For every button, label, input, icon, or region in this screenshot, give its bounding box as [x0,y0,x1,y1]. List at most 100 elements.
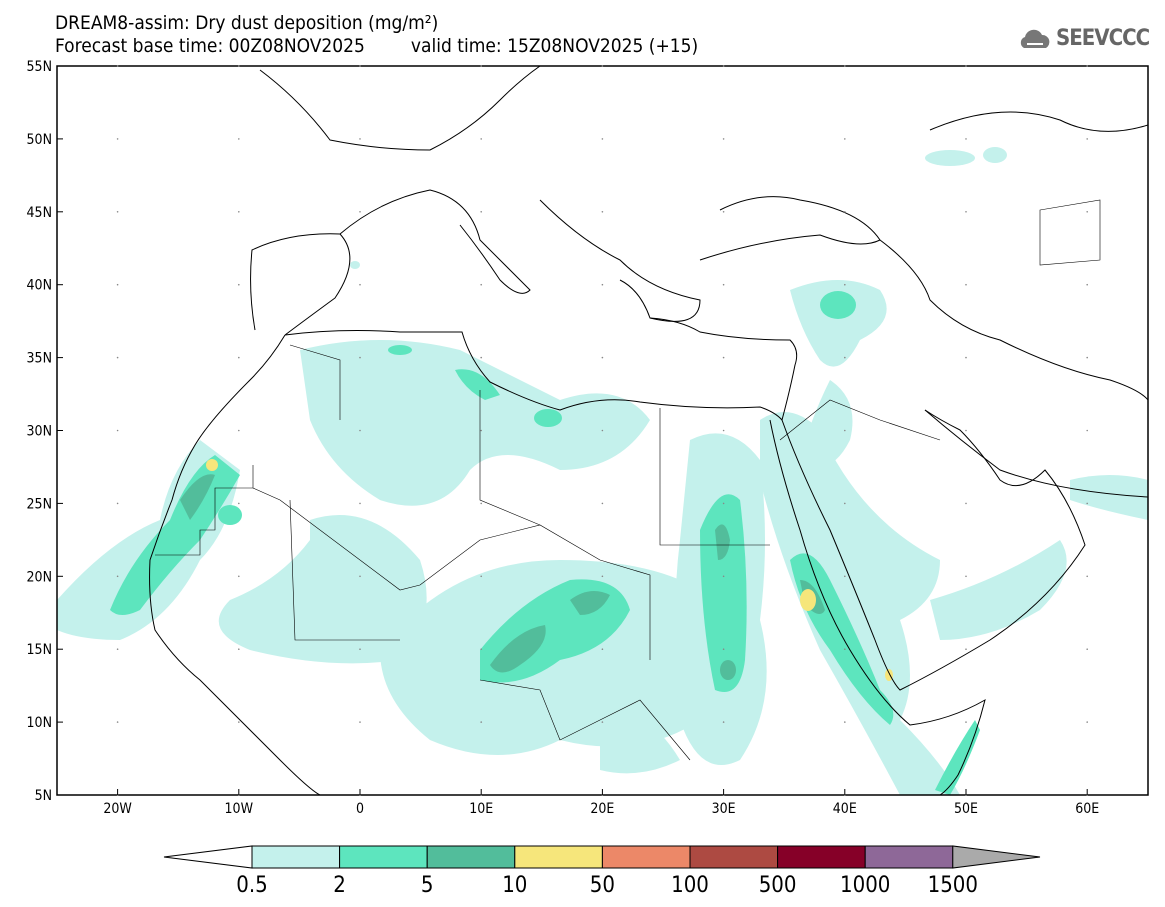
grid-dot [965,502,967,505]
grid-dot [116,502,119,505]
grid-dot [965,138,967,140]
grid-dot [359,429,361,432]
colorbar-over-arrow [952,845,1041,869]
grid-dot [480,138,483,140]
grid-dot [238,429,240,432]
grid-dot [601,502,604,505]
grid-dot [238,575,240,578]
grid-dot [480,575,483,578]
grid-dot [601,211,604,213]
grid-dot [359,502,361,505]
grid-dot [965,283,967,286]
colorbar-label: 1500 [928,873,978,898]
lon-label: 50E [954,801,978,817]
colorbar-label: 1000 [840,873,890,898]
grid-dot [1086,211,1088,213]
grid-dot [480,502,483,505]
grid-dot [359,575,361,578]
lat-label: 5N [35,788,52,804]
colorbar-swatch [601,845,691,869]
lon-label: 30E [712,801,736,817]
grid-dot [722,429,725,432]
lon-label: 60E [1075,801,1099,817]
colorbar-swatch [689,845,779,869]
grid-dot [359,283,361,286]
map-title: DREAM8-assim: Dry dust deposition (mg/m²… [55,12,439,34]
grid-dot [116,721,119,723]
colorbar-label: 2 [333,873,346,898]
grid-dot [965,575,967,578]
lon-label: 0 [356,801,364,817]
grid-dot [359,138,361,140]
grid-dot [1086,356,1088,359]
grid-dot [480,721,483,723]
lon-label: 10W [225,801,254,817]
logo-text: SEEVCCC [1056,26,1150,51]
colorbar-label: 100 [671,873,709,898]
grid-dot [238,648,240,650]
grid-dot [1086,138,1088,140]
grid-dot [965,65,967,67]
grid-dot [480,648,483,650]
grid-dot [238,356,240,359]
colorbar-under-arrow [163,845,253,869]
grid-dot [601,138,604,140]
grid-dot [844,65,846,67]
grid-dot [601,283,604,286]
lon-label: 40E [833,801,857,817]
coastlines [149,66,1148,795]
grid-dot [722,721,725,723]
colorbar-swatch [426,845,516,869]
grid-dot [480,429,483,432]
grid-dot [844,721,846,723]
lat-label: 20N [27,569,52,585]
colorbar-swatch [514,845,603,869]
grid-dot [1086,283,1088,286]
grid-dot [722,356,725,359]
grid-dot [601,721,604,723]
lat-label: 50N [27,132,52,148]
lat-label: 30N [27,424,52,440]
colorbar-swatch [251,845,341,869]
lat-label: 15N [27,642,52,658]
dust-level-5 [180,474,825,680]
grid-dot [722,138,725,140]
base-time: Forecast base time: 00Z08NOV2025 [55,35,365,57]
lat-label: 40N [27,278,52,294]
grid-dot [116,65,119,67]
grid-dot [601,575,604,578]
grid-dot [238,65,240,67]
grid-dot [844,138,846,140]
grid-dot [116,648,119,650]
country-borders [155,199,1101,761]
colorbar-label: 5 [421,873,434,898]
lat-label: 35N [27,351,52,367]
grid-dot [480,65,483,67]
grid-dot [238,138,240,140]
lat-label: 25N [27,496,52,512]
colorbar: 0.5 2 5 10 50 100 500 1000 1500 [163,845,1041,898]
grid-dot [601,429,604,432]
colorbar-label: 50 [590,873,615,898]
grid-dot [722,502,725,505]
grid-dot [722,648,725,650]
grid-dot [1086,721,1088,723]
lon-label: 20W [103,801,132,817]
grid-dot [116,429,119,432]
lon-label: 10E [469,801,493,817]
grid-dot [965,429,967,432]
grid-dot [601,65,604,67]
grid-dot [844,429,846,432]
valid-time: valid time: 15Z08NOV2025 (+15) [410,35,699,57]
colorbar-label: 0.5 [236,873,267,898]
grid-dot [844,648,846,650]
grid-dot [844,283,846,286]
lat-label: 10N [27,715,52,731]
grid-dot [116,283,119,286]
grid-dot [359,648,361,650]
grid-dot [116,356,119,359]
grid-dot [116,575,119,578]
grid-dot [359,721,361,723]
cloud-icon [1020,29,1050,48]
